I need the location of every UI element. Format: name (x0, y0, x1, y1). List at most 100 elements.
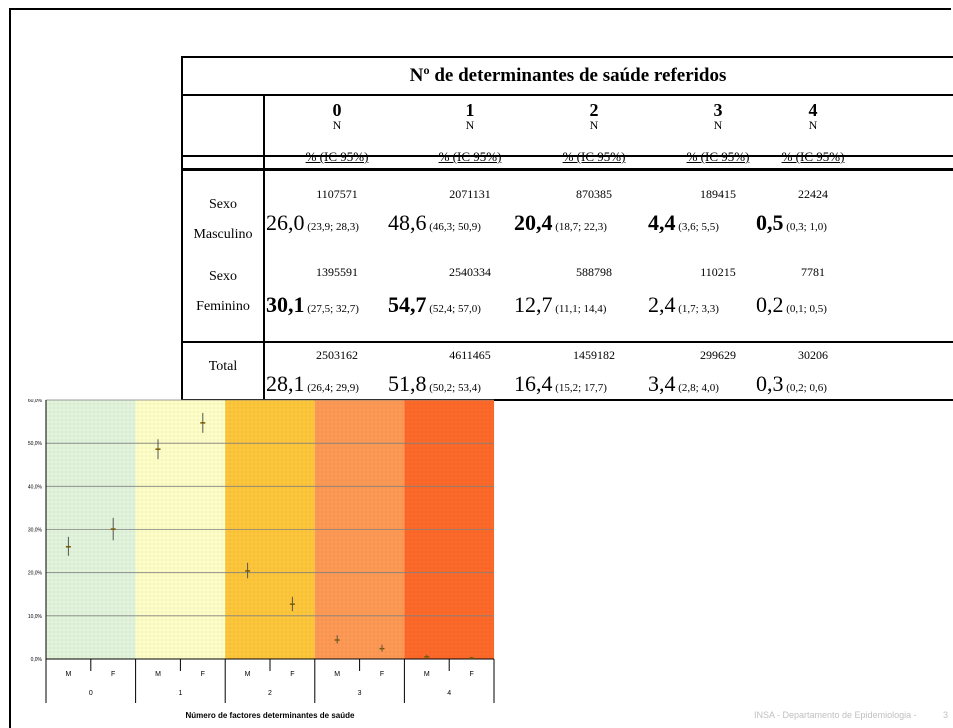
n-label: N (589, 118, 599, 132)
column-header: 3 (713, 100, 723, 120)
group-label: 3 (358, 690, 362, 697)
ci-value: (0,1; 0,5) (783, 303, 827, 315)
page-number: 3 (943, 710, 949, 720)
ci-value: (0,3; 1,0) (783, 221, 827, 233)
pct-ci-value: 16,4 (15,2; 17,7) (514, 371, 607, 397)
pct-value: 12,7 (514, 292, 553, 317)
pct-ci-value: 26,0 (23,9; 28,3) (266, 210, 359, 236)
ci-value: (52,4; 57,0) (426, 303, 481, 315)
pct-ci-value: 30,1 (27,5; 32,7) (266, 292, 359, 318)
row-label-total: Total (183, 356, 263, 378)
column-header: 1 (465, 100, 475, 120)
ci-value: (23,9; 28,3) (304, 221, 359, 233)
ci-value: (26,4; 29,9) (304, 382, 359, 394)
y-tick-label: 50,0% (28, 441, 43, 447)
count-value: 2071131 (449, 187, 491, 201)
ci-value: (11,1; 14,4) (552, 303, 607, 315)
ci-value: (15,2; 17,7) (552, 382, 607, 394)
count-value: 22424 (798, 187, 828, 201)
pct-value: 16,4 (514, 371, 553, 396)
n-label: N (808, 118, 818, 132)
pct-ci-label: % (IC 95%) (781, 149, 845, 164)
pct-value: 54,7 (388, 292, 427, 317)
x-axis-title: Número de factores determinantes de saúd… (186, 711, 355, 720)
ci-value: (0,2; 0,6) (783, 382, 827, 394)
count-value: 30206 (798, 348, 828, 362)
ci-value: (50,2; 53,4) (426, 382, 481, 394)
determinants-chart: 0,0% 10,0% 20,0% 30,0% 40,0% 50,0% 60,0% M F 0 M F 1… (28, 399, 495, 720)
pct-ci-value: 0,3 (0,2; 0,6) (756, 371, 827, 397)
count-value: 1107571 (316, 187, 358, 201)
pct-value: 48,6 (388, 210, 427, 235)
pct-ci-label: % (IC 95%) (438, 149, 502, 164)
pct-ci-value: 0,2 (0,1; 0,5) (756, 292, 827, 318)
row-label-line: Sexo (209, 269, 237, 284)
row-label-male: Sexo Masculino (183, 194, 263, 246)
y-tick-label: 0,0% (31, 657, 43, 663)
pct-value: 4,4 (648, 210, 676, 235)
pct-ci-value: 51,8 (50,2; 53,4) (388, 371, 481, 397)
row-label-line: Feminino (196, 299, 250, 314)
pct-ci-value: 20,4 (18,7; 22,3) (514, 210, 607, 236)
count-value: 2503162 (316, 348, 358, 362)
count-value: 4611465 (449, 348, 491, 362)
pct-value: 0,2 (756, 292, 784, 317)
group-label: 4 (447, 690, 451, 697)
sub-label-f: F (380, 671, 384, 678)
pct-value: 0,5 (756, 210, 784, 235)
sub-label-m: M (245, 671, 251, 678)
group-label: 1 (178, 690, 182, 697)
pct-value: 2,4 (648, 292, 676, 317)
table-title: Nº de determinantes de saúde referidos (183, 58, 953, 96)
pct-value: 51,8 (388, 371, 427, 396)
pct-ci-label: % (IC 95%) (686, 149, 750, 164)
count-value: 588798 (576, 265, 612, 279)
y-tick-label: 60,0% (28, 399, 43, 404)
column-header: 2 (589, 100, 599, 120)
pct-value: 26,0 (266, 210, 305, 235)
ci-value: (2,8; 4,0) (675, 382, 719, 394)
y-tick-label: 10,0% (28, 614, 43, 620)
determinants-table: Nº de determinantes de saúde referidos 0… (181, 56, 953, 401)
ci-value: (1,7; 3,3) (675, 303, 719, 315)
total-divider (183, 341, 953, 343)
pct-value: 0,3 (756, 371, 784, 396)
pct-ci-value: 3,4 (2,8; 4,0) (648, 371, 719, 397)
count-value: 1459182 (573, 348, 615, 362)
sub-label-m: M (65, 671, 71, 678)
group-label: 0 (89, 690, 93, 697)
sub-label-m: M (155, 671, 161, 678)
row-label-line: Sexo (209, 197, 237, 212)
n-label: N (713, 118, 723, 132)
count-value: 189415 (700, 187, 736, 201)
sub-label-f: F (111, 671, 115, 678)
count-value: 299629 (700, 348, 736, 362)
y-tick-label: 30,0% (28, 528, 43, 534)
sub-label-f: F (290, 671, 294, 678)
count-value: 1395591 (316, 265, 358, 279)
pct-ci-value: 4,4 (3,6; 5,5) (648, 210, 719, 236)
n-label: N (332, 118, 342, 132)
pct-value: 3,4 (648, 371, 676, 396)
label-column-divider (263, 96, 265, 401)
pct-ci-value: 48,6 (46,3; 50,9) (388, 210, 481, 236)
row-label-line: Total (208, 359, 238, 374)
sub-label-m: M (334, 671, 340, 678)
count-value: 870385 (576, 187, 612, 201)
column-header: 0 (332, 100, 342, 120)
pct-value: 20,4 (514, 210, 553, 235)
pct-ci-value: 12,7 (11,1; 14,4) (514, 292, 606, 318)
group-label: 2 (268, 690, 272, 697)
count-value: 110215 (700, 265, 736, 279)
ci-value: (46,3; 50,9) (426, 221, 481, 233)
pct-ci-label: % (IC 95%) (305, 149, 369, 164)
pct-value: 28,1 (266, 371, 305, 396)
ci-value: (3,6; 5,5) (675, 221, 719, 233)
pct-ci-value: 0,5 (0,3; 1,0) (756, 210, 827, 236)
row-label-female: Sexo Feminino (183, 266, 263, 318)
n-label: N (465, 118, 475, 132)
pct-value: 30,1 (266, 292, 305, 317)
column-header: 4 (808, 100, 818, 120)
count-value: 2540334 (449, 265, 491, 279)
pct-ci-value: 2,4 (1,7; 3,3) (648, 292, 719, 318)
